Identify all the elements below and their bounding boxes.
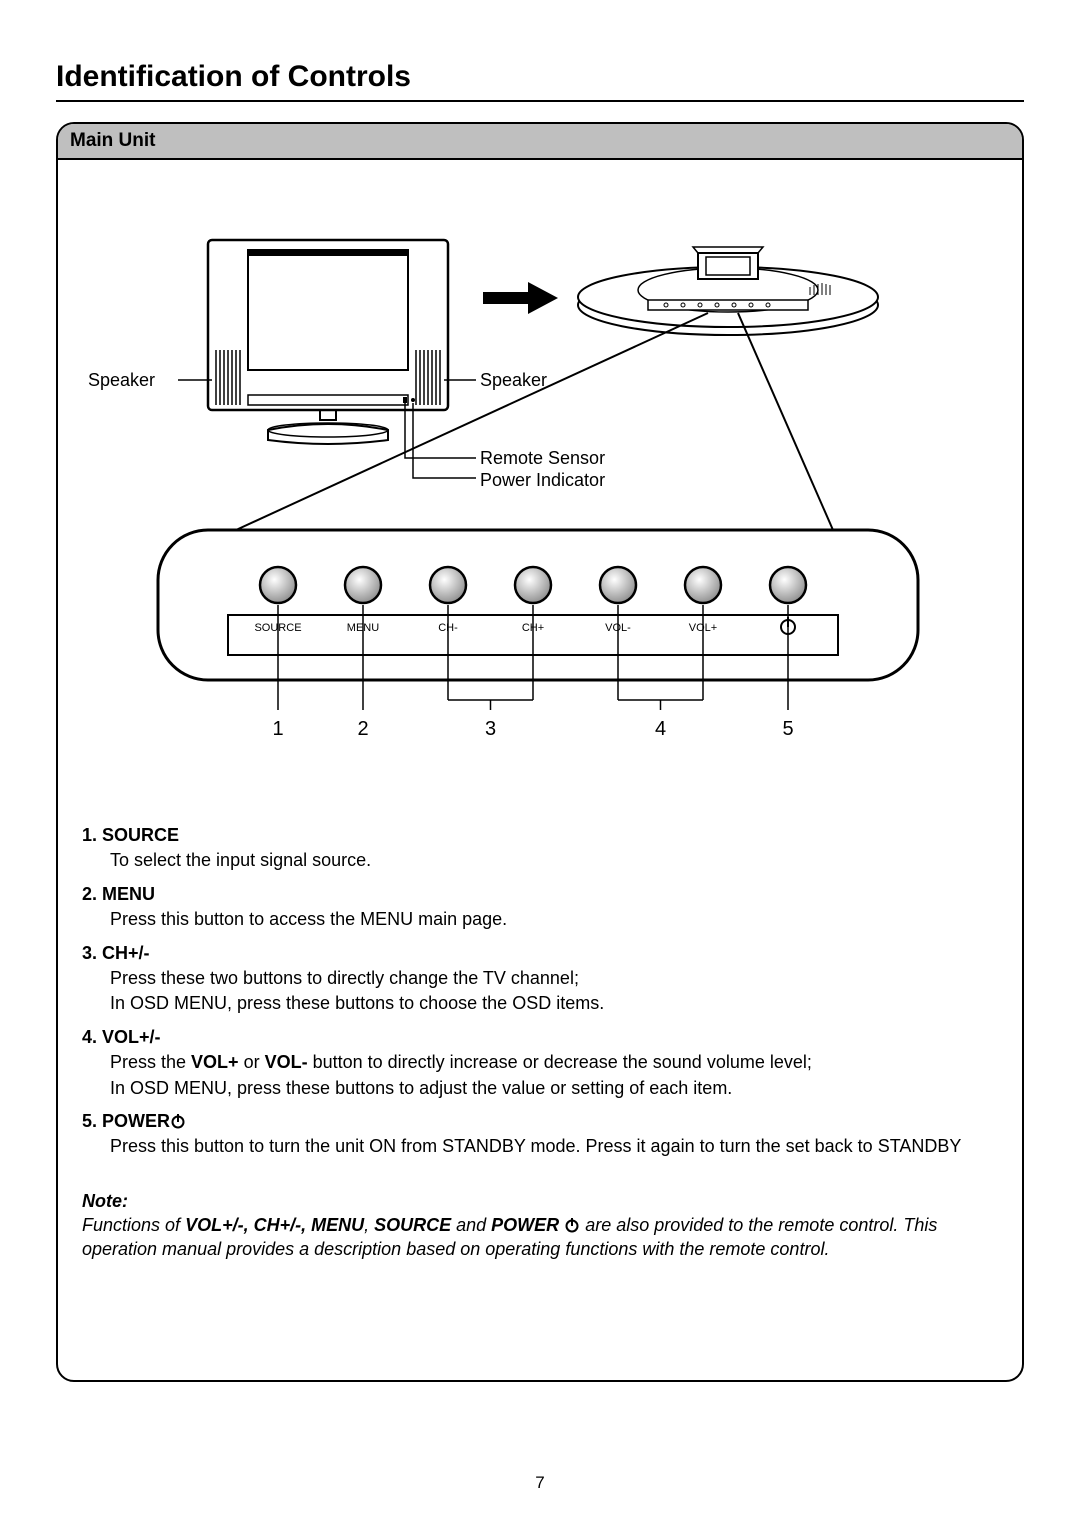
svg-text:5: 5 (782, 718, 793, 740)
control-desc: Press this button to access the MENU mai… (110, 908, 998, 931)
svg-text:4: 4 (655, 718, 666, 740)
control-title: 3. CH+/- (82, 942, 998, 965)
control-title: 5. POWER (82, 1110, 998, 1133)
control-desc: Press this button to turn the unit ON fr… (110, 1135, 998, 1158)
control-item: 5. POWERPress this button to turn the un… (82, 1110, 998, 1159)
power-icon (564, 1217, 580, 1233)
page-number: 7 (0, 1473, 1080, 1493)
panel-header: Main Unit (58, 124, 1022, 160)
main-panel: Main Unit (56, 122, 1024, 1382)
note-text: Functions of VOL+/-, CH+/-, MENU, SOURCE… (82, 1213, 998, 1262)
control-desc: Press the VOL+ or VOL- button to directl… (110, 1051, 998, 1074)
control-button (515, 567, 551, 603)
diagram-area: Speaker Speaker Remote Sensor Power Indi… (58, 160, 1022, 800)
control-item: 3. CH+/-Press these two buttons to direc… (82, 942, 998, 1016)
note-block: Note: Functions of VOL+/-, CH+/-, MENU, … (58, 1189, 1022, 1262)
control-item: 4. VOL+/-Press the VOL+ or VOL- button t… (82, 1026, 998, 1100)
note-title: Note: (82, 1189, 998, 1213)
power-icon (170, 1113, 186, 1129)
control-button (770, 567, 806, 603)
page-title: Identification of Controls (56, 60, 1024, 94)
control-button (430, 567, 466, 603)
svg-text:3: 3 (485, 718, 496, 740)
control-title: 1. SOURCE (82, 824, 998, 847)
buttons-panel-diagram: SOURCEMENUCH-CH+VOL-VOL+ 12345 (148, 500, 928, 790)
svg-text:2: 2 (357, 718, 368, 740)
control-title: 4. VOL+/- (82, 1026, 998, 1049)
control-item: 1. SOURCETo select the input signal sour… (82, 824, 998, 873)
control-button (345, 567, 381, 603)
control-desc: To select the input signal source. (110, 849, 998, 872)
control-button (685, 567, 721, 603)
svg-text:1: 1 (272, 718, 283, 740)
title-rule (56, 100, 1024, 102)
control-button (600, 567, 636, 603)
control-button (260, 567, 296, 603)
control-title: 2. MENU (82, 883, 998, 906)
control-desc: In OSD MENU, press these buttons to choo… (110, 992, 998, 1015)
control-desc: In OSD MENU, press these buttons to adju… (110, 1077, 998, 1100)
control-item: 2. MENUPress this button to access the M… (82, 883, 998, 932)
panel-body: Speaker Speaker Remote Sensor Power Indi… (58, 160, 1022, 1380)
control-desc: Press these two buttons to directly chan… (110, 967, 998, 990)
controls-list: 1. SOURCETo select the input signal sour… (58, 824, 1022, 1159)
